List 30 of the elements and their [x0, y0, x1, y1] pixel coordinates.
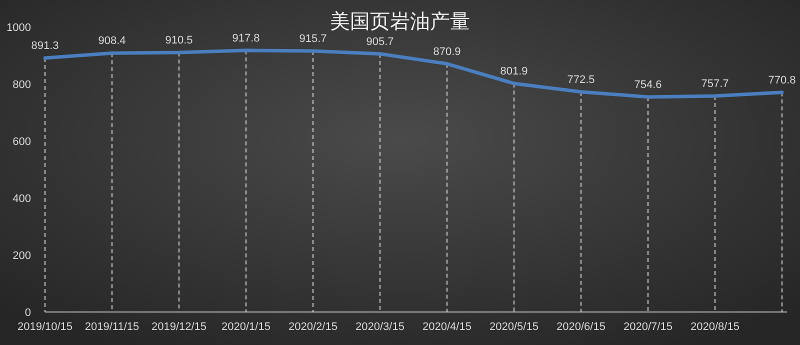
x-tick-label: 2020/8/15	[690, 321, 740, 333]
y-tick-label: 0	[24, 307, 31, 319]
x-tick-label: 2020/5/15	[490, 321, 538, 333]
data-label: 917.8	[232, 32, 260, 44]
data-label: 908.4	[98, 35, 126, 48]
x-tick-label: 2019/12/15	[151, 321, 207, 333]
x-tick-label: 2020/7/15	[624, 321, 672, 333]
x-tick-label: 2020/2/15	[288, 321, 338, 333]
chart-title: 美国页岩油产量	[330, 10, 470, 33]
x-tick-label: 2020/6/15	[556, 321, 606, 333]
y-tick-label: 400	[12, 193, 31, 205]
data-label: 801.9	[500, 65, 528, 78]
y-tick-label: 600	[12, 136, 31, 148]
y-tick-label: 1000	[6, 22, 31, 34]
data-label: 754.6	[634, 78, 662, 91]
y-tick-label: 200	[12, 250, 31, 262]
x-tick-label: 2020/1/15	[222, 321, 270, 333]
data-label: 772.5	[567, 74, 595, 86]
data-label: 891.3	[31, 40, 59, 52]
data-label: 870.9	[433, 46, 461, 58]
data-label: 905.7	[366, 36, 394, 48]
x-tick-label: 2019/11/15	[84, 321, 140, 333]
x-tick-label: 2020/3/15	[356, 321, 404, 333]
data-label: 910.5	[165, 34, 193, 47]
x-tick-label: 2019/10/15	[17, 321, 73, 333]
x-tick-label: 2020/4/15	[422, 321, 472, 333]
data-label: 757.7	[701, 78, 729, 90]
data-label: 915.7	[299, 33, 327, 46]
y-tick-label: 800	[12, 79, 31, 91]
data-label: 770.8	[768, 74, 796, 86]
